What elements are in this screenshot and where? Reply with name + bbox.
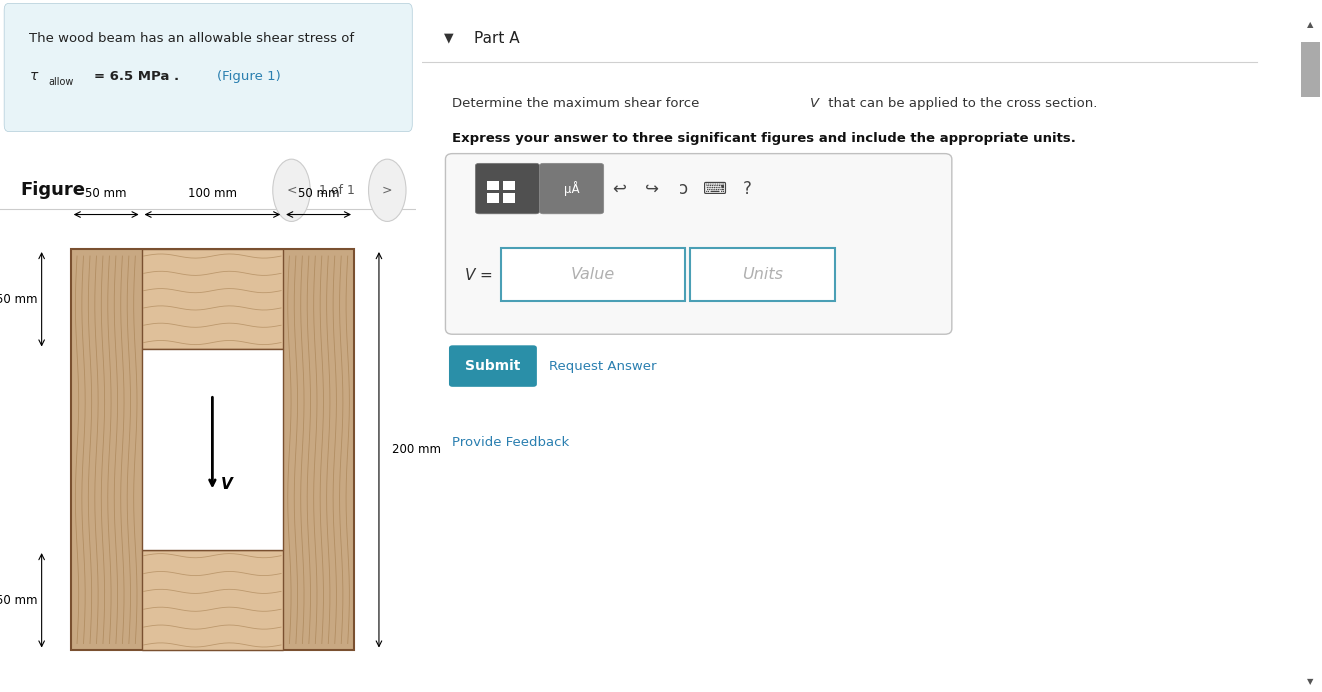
Text: that can be applied to the cross section.: that can be applied to the cross section…	[825, 98, 1097, 110]
Text: Request Answer: Request Answer	[549, 360, 657, 372]
FancyBboxPatch shape	[476, 163, 539, 214]
Text: ▲: ▲	[1307, 19, 1313, 29]
FancyBboxPatch shape	[449, 345, 537, 387]
Circle shape	[369, 159, 406, 221]
Text: The wood beam has an allowable shear stress of: The wood beam has an allowable shear str…	[29, 32, 354, 44]
FancyBboxPatch shape	[539, 163, 604, 214]
Text: >: >	[382, 184, 393, 197]
Text: ?: ?	[743, 180, 751, 198]
Text: $V$: $V$	[809, 98, 821, 110]
Text: allow: allow	[48, 77, 73, 86]
Text: Value: Value	[571, 267, 615, 282]
Text: V: V	[221, 477, 233, 492]
Circle shape	[272, 159, 311, 221]
Bar	[501, 248, 685, 301]
Text: μÅ: μÅ	[563, 181, 579, 197]
Text: Figure: Figure	[21, 181, 86, 199]
Text: $V$ =: $V$ =	[464, 266, 492, 283]
Text: ⌨: ⌨	[703, 180, 727, 198]
Text: (Figure 1): (Figure 1)	[217, 70, 280, 82]
Bar	[486, 193, 500, 203]
Text: 1 of 1: 1 of 1	[320, 184, 356, 197]
Bar	[502, 193, 514, 203]
Bar	[141, 349, 283, 550]
Text: 100 mm: 100 mm	[188, 188, 237, 200]
FancyBboxPatch shape	[446, 154, 952, 334]
Text: 50 mm: 50 mm	[0, 293, 37, 306]
Bar	[71, 249, 354, 650]
Text: Determine the maximum shear force: Determine the maximum shear force	[452, 98, 705, 110]
Text: 50 mm: 50 mm	[0, 594, 37, 607]
Text: Part A: Part A	[475, 30, 520, 46]
Bar	[141, 550, 283, 650]
Text: <: <	[287, 184, 296, 197]
Text: ↪: ↪	[645, 180, 658, 198]
Text: ▼: ▼	[1307, 677, 1313, 686]
Text: Submit: Submit	[465, 359, 521, 373]
Text: Provide Feedback: Provide Feedback	[452, 437, 570, 449]
Text: Express your answer to three significant figures and include the appropriate uni: Express your answer to three significant…	[452, 132, 1076, 145]
Text: = 6.5 MPa .: = 6.5 MPa .	[94, 70, 178, 82]
Bar	[141, 249, 283, 349]
Bar	[486, 181, 500, 190]
Bar	[502, 181, 514, 190]
Text: Units: Units	[742, 267, 783, 282]
Text: 50 mm: 50 mm	[297, 188, 340, 200]
FancyBboxPatch shape	[4, 3, 412, 131]
Text: ▼: ▼	[444, 32, 453, 44]
Bar	[690, 248, 836, 301]
Bar	[1301, 42, 1319, 97]
Text: 50 mm: 50 mm	[86, 188, 127, 200]
Text: ↄ: ↄ	[680, 180, 689, 198]
Text: ↩: ↩	[612, 180, 627, 198]
Text: 200 mm: 200 mm	[391, 444, 442, 456]
Text: $\tau$: $\tau$	[29, 69, 40, 83]
